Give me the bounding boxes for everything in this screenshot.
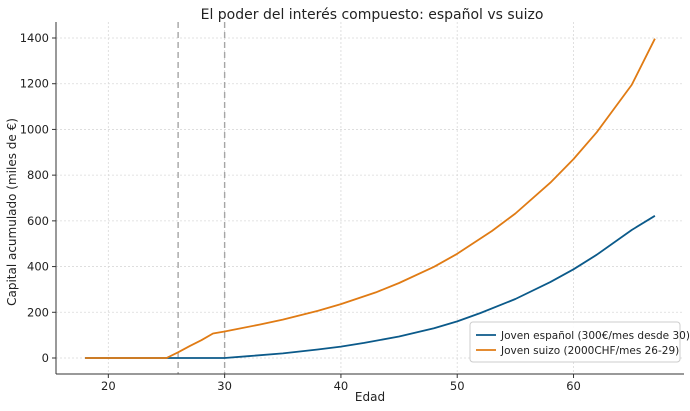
y-ticks: 0 200 400 600 800 1000 1200 1400 — [20, 31, 56, 365]
series-line-1 — [85, 38, 656, 359]
y-tick-label: 0 — [42, 351, 49, 365]
legend-box — [469, 321, 681, 363]
x-tick-label: 60 — [566, 379, 581, 393]
x-tick-label: 50 — [450, 379, 465, 393]
y-axis-label: Capital acumulado (miles de €) — [5, 118, 19, 306]
x-tick-label: 30 — [217, 379, 232, 393]
y-tick-label: 1400 — [20, 31, 49, 45]
legend-label-0: Joven español (300€/mes desde 30) — [500, 330, 690, 342]
y-tick-label: 400 — [27, 260, 49, 274]
chart-title: El poder del interés compuesto: español … — [201, 7, 544, 23]
axes — [55, 22, 684, 375]
legend-label-1: Joven suizo (2000CHF/mes 26-29) — [500, 345, 679, 357]
reference-lines — [177, 22, 226, 374]
x-tick-label: 40 — [334, 379, 349, 393]
x-ticks: 20 30 40 50 60 — [101, 374, 581, 393]
legend: Joven español (300€/mes desde 30) Joven s… — [469, 321, 690, 363]
series-lines — [85, 38, 656, 359]
y-tick-label: 1000 — [20, 122, 49, 136]
grid — [56, 22, 684, 374]
y-tick-label: 200 — [27, 305, 49, 319]
y-tick-label: 1200 — [20, 77, 49, 91]
x-tick-label: 20 — [101, 379, 116, 393]
series-line-0 — [85, 215, 656, 359]
y-tick-label: 600 — [27, 214, 49, 228]
x-axis-label: Edad — [355, 390, 385, 404]
y-tick-label: 800 — [27, 168, 49, 182]
